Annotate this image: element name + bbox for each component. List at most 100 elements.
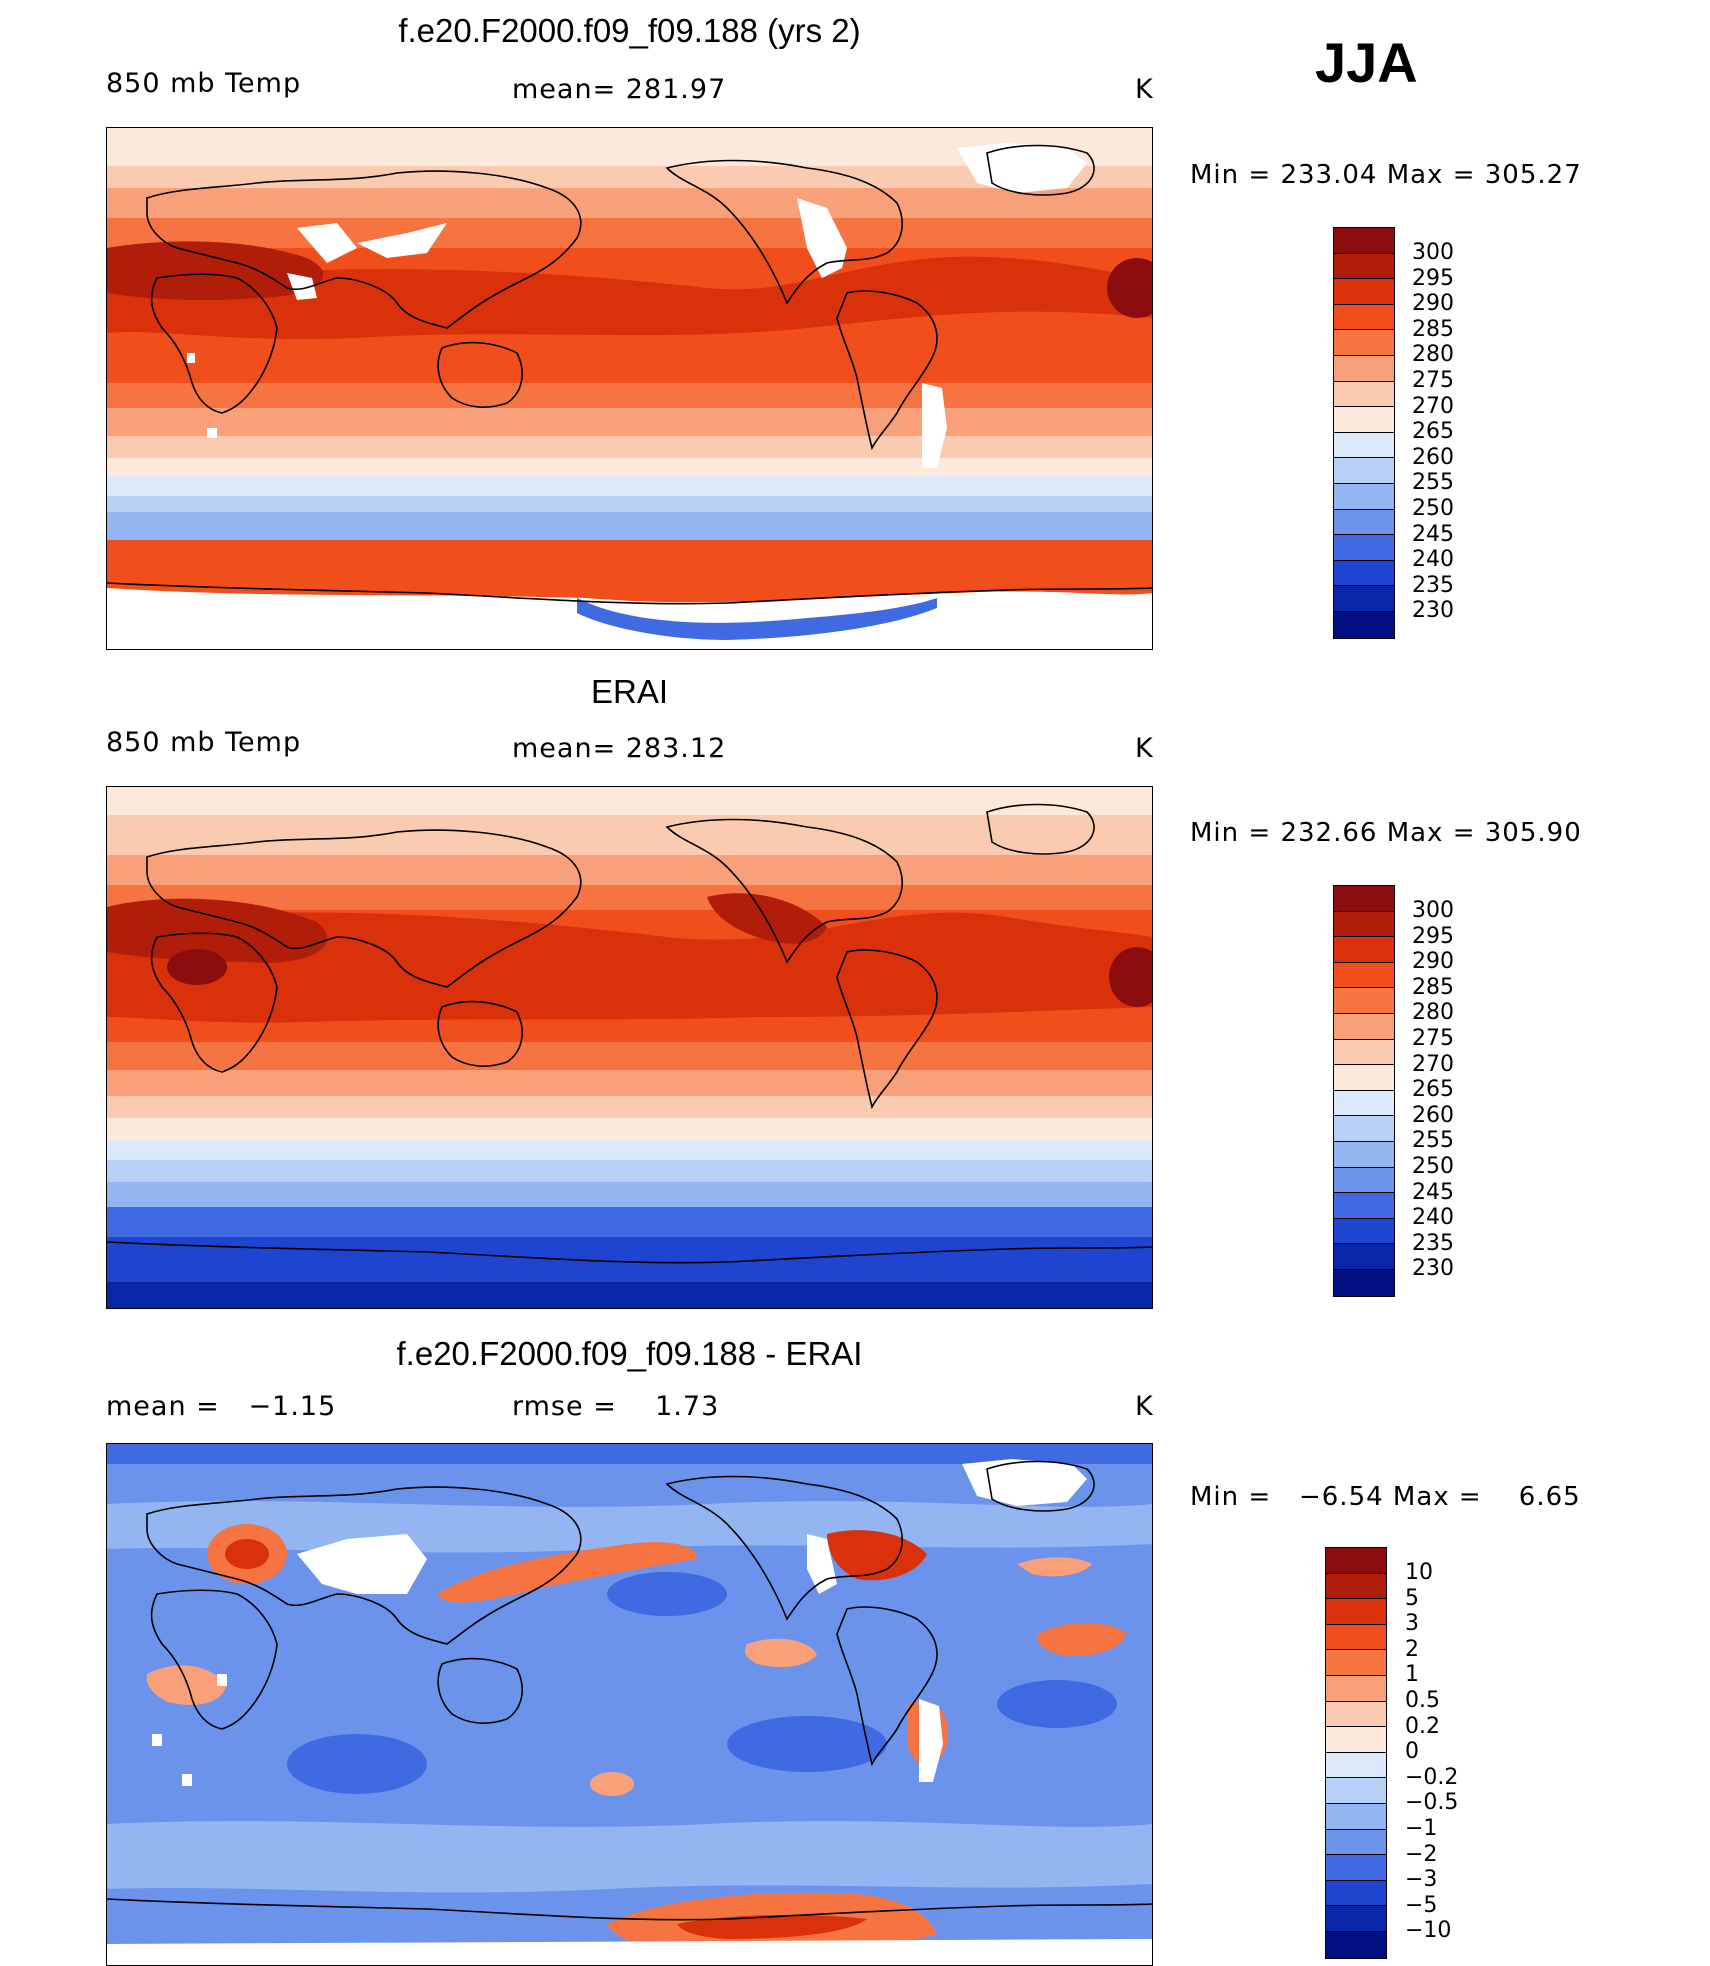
colorbar-swatch [1326, 1650, 1386, 1676]
colorbar-tick-label: 270 [1412, 393, 1454, 419]
panel-3-units: K [1135, 1391, 1154, 1422]
colorbar-tick-label: 0.2 [1405, 1713, 1440, 1739]
colorbar-tick-label: 300 [1412, 898, 1454, 923]
panel-3-colorbar-labels: 10 5 3 2 1 0.5 0.2 0 −0.2 −0.5 −1 −2 −3 −5 −10 [1405, 1560, 1458, 1944]
colorbar-swatch [1334, 509, 1394, 536]
colorbar-swatch [1334, 228, 1394, 254]
colorbar-swatch [1334, 962, 1394, 989]
panel-1-minmax: Min = 233.04 Max = 305.27 [1190, 160, 1582, 190]
colorbar-tick-label: 300 [1412, 240, 1454, 265]
colorbar-swatch [1334, 1269, 1394, 1296]
colorbar-tick-label: −1 [1405, 1815, 1438, 1841]
panel-1-map [106, 127, 1153, 650]
panel-2-map [106, 786, 1153, 1309]
colorbar-swatch [1326, 1829, 1386, 1856]
colorbar-swatch [1326, 1906, 1386, 1932]
colorbar-swatch [1334, 1218, 1394, 1245]
colorbar-swatch [1334, 1116, 1394, 1142]
colorbar-swatch [1334, 330, 1394, 356]
colorbar-swatch [1326, 1599, 1386, 1625]
colorbar-swatch [1334, 1141, 1394, 1168]
colorbar-tick-label: 280 [1412, 342, 1454, 368]
colorbar-tick-label: −0.2 [1405, 1764, 1459, 1790]
colorbar-swatch [1334, 1039, 1394, 1066]
panel-3-left-label: mean = −1.15 [106, 1391, 337, 1422]
colorbar-swatch [1326, 1931, 1386, 1958]
colorbar-swatch [1334, 1167, 1394, 1194]
colorbar-swatch [1334, 988, 1394, 1014]
panel-1-colorbar-labels: 300 295 290 285 280 275 270 265 260 255 250 245 240 2… [1412, 240, 1454, 624]
panel-3-center-label: rmse = 1.73 [512, 1391, 720, 1422]
colorbar-tick-label: 245 [1412, 521, 1454, 547]
colorbar-swatch [1326, 1548, 1386, 1574]
colorbar-swatch [1326, 1880, 1386, 1907]
panel-2-left-label: 850 mb Temp [106, 727, 302, 758]
panel-2-title: ERAI [590, 673, 669, 710]
colorbar-swatch [1334, 535, 1394, 561]
colorbar-swatch [1334, 611, 1394, 638]
colorbar-tick-label: 255 [1412, 1128, 1454, 1154]
colorbar-swatch [1334, 937, 1394, 963]
colorbar-tick-label: 295 [1412, 265, 1454, 291]
panel-3-colorbar [1325, 1547, 1387, 1959]
colorbar-swatch [1334, 304, 1394, 331]
colorbar-swatch [1334, 483, 1394, 510]
panel-1-title: f.e20.F2000.f09_f09.188 (yrs 2) [398, 12, 861, 49]
colorbar-swatch [1326, 1855, 1386, 1881]
colorbar-swatch [1334, 586, 1394, 612]
colorbar-tick-label: 245 [1412, 1179, 1454, 1205]
colorbar-swatch [1334, 1193, 1394, 1219]
colorbar-swatch [1326, 1778, 1386, 1804]
panel-2-units: K [1135, 733, 1154, 764]
colorbar-swatch [1334, 407, 1394, 433]
colorbar-swatch [1334, 1065, 1394, 1091]
colorbar-tick-label: 250 [1412, 495, 1454, 521]
colorbar-swatch [1326, 1675, 1386, 1702]
panel-1-colorbar [1333, 227, 1395, 639]
colorbar-swatch [1334, 381, 1394, 408]
colorbar-tick-label: 230 [1412, 598, 1454, 624]
colorbar-tick-label: 280 [1412, 1000, 1454, 1026]
panel-2-colorbar [1333, 885, 1395, 1297]
panel-2-center-label: mean= 283.12 [512, 733, 727, 764]
colorbar-tick-label: −3 [1405, 1867, 1438, 1893]
colorbar-tick-label: 3 [1405, 1611, 1419, 1637]
colorbar-swatch [1326, 1727, 1386, 1753]
colorbar-tick-label: 1 [1405, 1662, 1419, 1688]
colorbar-tick-label: 290 [1412, 291, 1454, 317]
panel-3-map [106, 1443, 1153, 1966]
colorbar-tick-label: 290 [1412, 949, 1454, 975]
colorbar-swatch [1334, 355, 1394, 382]
colorbar-swatch [1334, 911, 1394, 938]
colorbar-tick-label: 265 [1412, 419, 1454, 445]
colorbar-swatch [1334, 458, 1394, 484]
colorbar-tick-label: 270 [1412, 1051, 1454, 1077]
colorbar-tick-label: 260 [1412, 1102, 1454, 1128]
colorbar-swatch [1334, 886, 1394, 912]
colorbar-swatch [1334, 1244, 1394, 1270]
colorbar-tick-label: −2 [1405, 1841, 1438, 1867]
panel-1-left-label: 850 mb Temp [106, 68, 302, 99]
colorbar-swatch [1334, 1013, 1394, 1040]
colorbar-swatch [1326, 1573, 1386, 1600]
colorbar-tick-label: 255 [1412, 470, 1454, 496]
colorbar-swatch [1326, 1624, 1386, 1651]
panel-1-center-label: mean= 281.97 [512, 74, 727, 105]
colorbar-tick-label: −5 [1405, 1892, 1438, 1918]
colorbar-swatch [1334, 253, 1394, 280]
panel-3-title: f.e20.F2000.f09_f09.188 - ERAI [396, 1335, 863, 1372]
colorbar-tick-label: −10 [1405, 1918, 1452, 1944]
panel-1-units: K [1135, 74, 1154, 105]
colorbar-tick-label: −0.5 [1405, 1790, 1459, 1816]
colorbar-swatch [1334, 279, 1394, 305]
colorbar-tick-label: 10 [1405, 1560, 1433, 1585]
panel-2-colorbar-labels: 300 295 290 285 280 275 270 265 260 255 250 245 240 2… [1412, 898, 1454, 1282]
colorbar-tick-label: 0.5 [1405, 1687, 1440, 1713]
colorbar-tick-label: 0 [1405, 1739, 1419, 1765]
panel-3-minmax: Min = −6.54 Max = 6.65 [1190, 1482, 1581, 1512]
season-label: JJA [1315, 31, 1418, 94]
colorbar-tick-label: 240 [1412, 547, 1454, 573]
colorbar-swatch [1334, 432, 1394, 459]
panel-2-minmax: Min = 232.66 Max = 305.90 [1190, 818, 1582, 848]
colorbar-tick-label: 235 [1412, 1230, 1454, 1256]
